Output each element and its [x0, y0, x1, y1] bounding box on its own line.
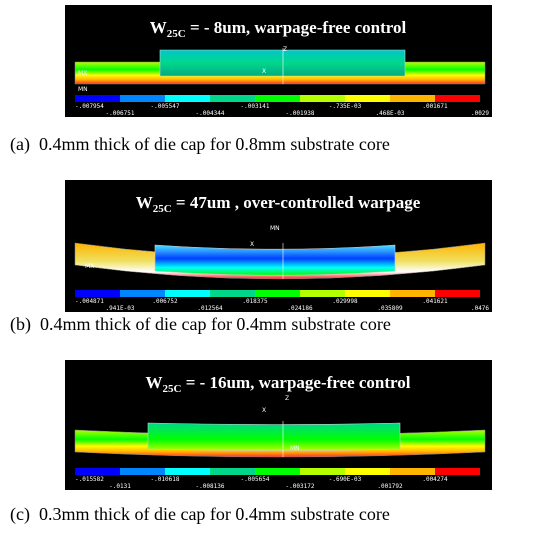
title-text: = - 8um, warpage-free control: [186, 18, 407, 37]
colorbar-label: -.004871: [75, 298, 104, 305]
title-subscript: 25C: [153, 203, 172, 215]
marker-label: MN: [78, 86, 88, 93]
colorbar-label: .001671: [422, 103, 448, 110]
marker-label: MN: [290, 445, 300, 452]
panel: W25C = - 16um, warpage-free control X Z MN -…: [10, 360, 492, 525]
colorbar-segment: [390, 95, 435, 102]
colorbar-label: .006752: [152, 298, 178, 305]
colorbar-label: .029998: [332, 298, 358, 305]
colorbar-segment: [390, 468, 435, 475]
marker-label: X: [262, 407, 266, 414]
colorbar-segment: [120, 468, 165, 475]
colorbar-label: .018375: [242, 298, 268, 305]
colorbar-label: .001792: [377, 483, 403, 490]
marker-label: Z: [283, 46, 287, 53]
colorbar-segment: [435, 468, 480, 475]
colorbar-label: .035809: [377, 305, 403, 312]
title-subscript: 25C: [167, 28, 186, 40]
colorbar-label: -.008136: [196, 483, 225, 490]
die-cap: [160, 50, 405, 76]
colorbar-segment: [345, 95, 390, 102]
colorbar-segment: [75, 290, 120, 297]
colorbar-label: -.007954: [75, 103, 104, 110]
colorbar-label: .012564: [197, 305, 223, 312]
title-symbol: W: [145, 373, 162, 392]
colorbar-segment: [210, 468, 255, 475]
colorbar-label: -.0131: [109, 483, 131, 490]
colorbar-label: -.005654: [241, 476, 270, 483]
colorbar-segment: [300, 468, 345, 475]
colorbar-label: -.003172: [286, 483, 315, 490]
colorbar-segment: [75, 468, 120, 475]
die-cap: [155, 245, 395, 275]
colorbar-label: -.005547: [151, 103, 180, 110]
title-text: = 47um , over-controlled warpage: [172, 193, 421, 212]
colorbar-segment: [255, 95, 300, 102]
caption: (a) 0.4mm thick of die cap for 0.8mm sub…: [10, 134, 390, 155]
caption: (c) 0.3mm thick of die cap for 0.4mm sub…: [10, 504, 390, 525]
colorbar-label: -.735E-03: [329, 103, 362, 110]
colorbar-label: .0029: [471, 110, 489, 117]
colorbar-label: -.003141: [241, 103, 270, 110]
panel-title: W25C = - 16um, warpage-free control: [145, 373, 410, 395]
colorbar-label: .468E-03: [376, 110, 405, 117]
title-symbol: W: [150, 18, 167, 37]
colorbar-label: -.006751: [106, 110, 135, 117]
title-text: = - 16um, warpage-free control: [181, 373, 410, 392]
caption: (b) 0.4mm thick of die cap for 0.4mm sub…: [10, 314, 391, 335]
colorbar-segment: [435, 290, 480, 297]
colorbar-segment: [120, 95, 165, 102]
colorbar-label: -.001938: [286, 110, 315, 117]
title-subscript: 25C: [162, 383, 181, 395]
colorbar-segment: [210, 95, 255, 102]
die-cap: [148, 423, 400, 451]
colorbar-label: -.010618: [151, 476, 180, 483]
marker-label: Z: [285, 395, 289, 402]
marker-label: MN: [270, 225, 280, 232]
colorbar-segment: [120, 290, 165, 297]
colorbar-label: .041621: [422, 298, 448, 305]
colorbar-segment: [75, 95, 120, 102]
colorbar-segment: [255, 468, 300, 475]
marker-label: X: [250, 241, 254, 248]
colorbar-segment: [255, 290, 300, 297]
colorbar-segment: [390, 290, 435, 297]
colorbar-label: -.690E-03: [329, 476, 362, 483]
colorbar-segment: [165, 468, 210, 475]
marker-label: X: [262, 68, 266, 75]
panel-title: W25C = - 8um, warpage-free control: [150, 18, 407, 40]
colorbar-segment: [435, 95, 480, 102]
colorbar-segment: [300, 290, 345, 297]
colorbar-label: .004274: [422, 476, 448, 483]
colorbar-label: -.015582: [75, 476, 104, 483]
panel-title: W25C = 47um , over-controlled warpage: [136, 193, 421, 215]
colorbar-label: .941E-03: [106, 305, 135, 312]
colorbar-segment: [300, 95, 345, 102]
panel: W25C = 47um , over-controlled warpage MN X…: [10, 180, 492, 335]
marker-label: MX: [85, 263, 94, 270]
colorbar-segment: [345, 290, 390, 297]
colorbar-label: .0476: [471, 305, 489, 312]
figure: W25C = - 8um, warpage-free controlMXMNZX…: [0, 0, 536, 534]
panel: W25C = - 8um, warpage-free control MX MN Z X…: [10, 5, 492, 155]
marker-label: MX: [78, 70, 87, 77]
colorbar-label: .024186: [287, 305, 313, 312]
colorbar-segment: [165, 95, 210, 102]
title-symbol: W: [136, 193, 153, 212]
colorbar-segment: [210, 290, 255, 297]
colorbar-segment: [345, 468, 390, 475]
colorbar-segment: [165, 290, 210, 297]
colorbar-label: -.004344: [196, 110, 225, 117]
